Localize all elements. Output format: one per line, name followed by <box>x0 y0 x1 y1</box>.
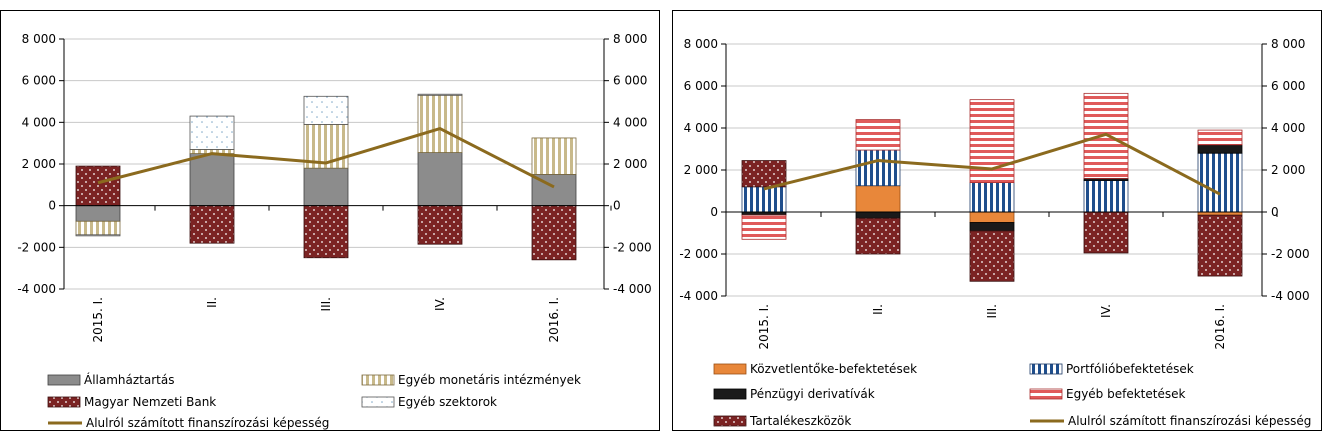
bar-segment-gov <box>417 152 463 207</box>
charts-root: -4 000 -4 000 -2 000 -2 000 0 0 2 000 2 000 4 00… <box>0 10 1322 431</box>
y-tick-label: 2 000 <box>684 163 718 177</box>
legend-swatch-port <box>1029 363 1063 375</box>
bar-segment-gov <box>75 205 121 222</box>
y2-tick-label: -2 000 <box>1271 247 1310 261</box>
x-tick-label: IV. <box>1099 304 1113 318</box>
y2-tick-label: -4 000 <box>613 282 652 296</box>
bar-segment-mfi <box>531 137 577 175</box>
x-tick-label: IV. <box>433 297 447 311</box>
bar-segment-deriv <box>855 211 901 219</box>
x-tick-label: III. <box>319 297 333 311</box>
bar-segment-deriv <box>1197 144 1243 154</box>
y2-tick-label: 8 000 <box>1271 37 1305 51</box>
bar-segment-oth <box>75 234 121 237</box>
y-tick-label: 8 000 <box>22 32 56 46</box>
legend-label: Egyéb szektorok <box>398 395 497 409</box>
y2-tick-label: 4 000 <box>1271 121 1305 135</box>
legend-swatch-fdi <box>713 363 747 375</box>
x-tick-label: III. <box>985 304 999 318</box>
bar-segment-mfi <box>417 94 463 153</box>
bar-segment-res <box>741 160 787 188</box>
legend-label: Tartalékeszközök <box>749 414 851 428</box>
legend-label: Egyéb monetáris intézmények <box>398 373 581 387</box>
bar-segment-fdi <box>969 211 1015 223</box>
y2-tick-label: 6 000 <box>613 74 647 88</box>
bar-segment-res <box>855 217 901 255</box>
bar-segment-res <box>1083 211 1129 254</box>
legend-label: Pénzügyi derivatívák <box>750 387 875 401</box>
chart-panel-1: -4 000 -4 000 -2 000 -2 000 0 0 2 000 2 000 4 00… <box>0 10 660 431</box>
y2-tick-label: -4 000 <box>1271 289 1310 303</box>
line-series-financing-capacity <box>97 127 555 189</box>
legend-label: Alulról számított finanszírozási képessé… <box>86 416 329 430</box>
bar-segment-oth <box>303 95 349 125</box>
bar-segment-mnb <box>303 205 349 259</box>
y-tick-label: -4 000 <box>17 282 56 296</box>
legend-swatch-mnb <box>47 396 81 408</box>
legend-label: Egyéb befektetések <box>1066 387 1185 401</box>
legend-swatch-other <box>1029 388 1063 400</box>
x-tick-label: 2016. I. <box>1213 304 1227 350</box>
chart-panel-2: -4 000 -4 000 -2 000 -2 000 0 0 2 000 2 000 4 00… <box>672 10 1322 431</box>
y-tick-label: 8 000 <box>684 37 718 51</box>
legend-swatch-deriv <box>713 388 747 400</box>
legend-swatch-oth <box>361 396 395 408</box>
y-tick-label: 4 000 <box>684 121 718 135</box>
y-tick-label: 6 000 <box>684 79 718 93</box>
y-tick-label: 0 <box>48 199 56 213</box>
y2-tick-label: 0 <box>613 199 621 213</box>
bar-segment-other <box>1197 129 1243 146</box>
x-tick-label: II. <box>205 297 219 308</box>
y-tick-label: -2 000 <box>17 240 56 254</box>
bar-segment-mnb <box>189 205 235 244</box>
y2-tick-label: 0 <box>1271 205 1279 219</box>
y-tick-label: -2 000 <box>679 247 718 261</box>
y-tick-label: 2 000 <box>22 157 56 171</box>
bar-segment-gov <box>303 167 349 207</box>
y2-tick-label: -2 000 <box>613 240 652 254</box>
y2-tick-label: 2 000 <box>1271 163 1305 177</box>
y2-tick-label: 6 000 <box>1271 79 1305 93</box>
x-tick-label: II. <box>871 304 885 315</box>
bar-segment-res <box>969 230 1015 282</box>
bar-segment-fdi <box>855 185 901 213</box>
legend-swatch-mfi <box>361 374 395 386</box>
bar-segment-mnb <box>417 205 463 245</box>
y2-tick-label: 2 000 <box>613 157 647 171</box>
bar-segment-mfi <box>75 220 121 236</box>
bar-segment-other <box>741 214 787 240</box>
legend-swatch-res <box>713 415 747 427</box>
y-tick-label: 0 <box>710 205 718 219</box>
bar-segment-mnb <box>531 205 577 261</box>
y-tick-label: 4 000 <box>22 115 56 129</box>
y-tick-label: 6 000 <box>22 74 56 88</box>
bar-segment-oth <box>189 115 235 150</box>
y2-tick-label: 8 000 <box>613 32 647 46</box>
bar-segment-res <box>1197 214 1243 277</box>
bar-segment-deriv <box>969 222 1015 232</box>
y-tick-label: -4 000 <box>679 289 718 303</box>
bar-segment-mnb <box>75 165 121 207</box>
legend-label: Közvetlentőke-befektetések <box>750 362 917 376</box>
legend-swatch-gov <box>47 374 81 386</box>
y2-tick-label: 4 000 <box>613 115 647 129</box>
legend-label: Alulról számított finanszírozási képessé… <box>1068 414 1311 428</box>
bar-segment-oth <box>417 93 463 96</box>
bar-segment-other <box>855 119 901 151</box>
bar-segment-port <box>855 149 901 187</box>
x-tick-label: 2015. I. <box>757 304 771 350</box>
bar-segment-gov <box>189 153 235 207</box>
x-tick-label: 2016. I. <box>547 297 561 343</box>
legend-label: Portfólióbefektetések <box>1066 362 1194 376</box>
legend-label: Magyar Nemzeti Bank <box>84 395 216 409</box>
x-tick-label: 2015. I. <box>91 297 105 343</box>
bar-segment-port <box>741 186 787 213</box>
bar-segment-port <box>1197 152 1243 213</box>
bar-segment-port <box>1083 180 1129 213</box>
legend-label: Államháztartás <box>84 372 174 387</box>
bar-segment-port <box>969 182 1015 213</box>
line-series-financing-capacity <box>763 132 1221 196</box>
